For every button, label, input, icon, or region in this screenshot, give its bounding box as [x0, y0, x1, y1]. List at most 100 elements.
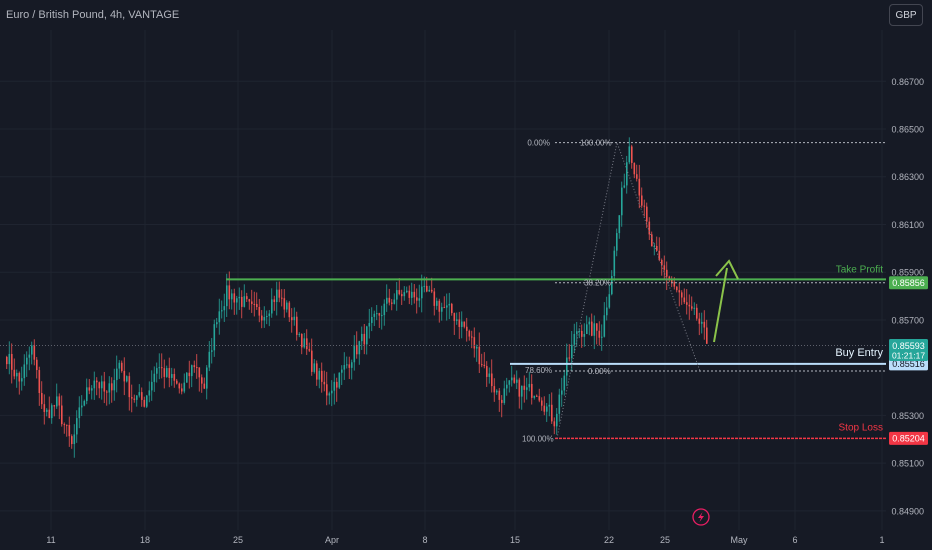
candle: [626, 155, 628, 194]
candle: [656, 236, 658, 252]
currency-button[interactable]: GBP: [889, 4, 923, 26]
candle: [153, 366, 156, 392]
candle: [61, 395, 63, 427]
candle: [151, 370, 153, 401]
candle: [643, 199, 646, 217]
candle: [373, 310, 376, 326]
candle: [331, 380, 333, 407]
time-axis[interactable]: 11 18 25 Apr 8 15 22 25 May 6 1: [46, 535, 884, 545]
candle: [126, 375, 128, 383]
candle: [393, 293, 396, 305]
buy-entry-label: Buy Entry: [835, 347, 883, 359]
candle: [333, 373, 336, 405]
candle: [456, 312, 458, 325]
candle: [561, 377, 563, 407]
candle: [506, 377, 508, 396]
y-tick-label: 0.86700: [891, 77, 924, 87]
candle: [238, 287, 241, 310]
candle: [146, 394, 148, 409]
candle: [463, 321, 466, 329]
lightning-icon[interactable]: [692, 508, 710, 526]
candle: [73, 424, 76, 458]
candle: [411, 282, 413, 306]
stop-loss-price-badge: 0.85204: [889, 431, 928, 445]
candle: [511, 365, 513, 387]
candle: [241, 290, 243, 319]
candle: [248, 298, 251, 310]
candle: [121, 360, 123, 373]
candle: [706, 319, 708, 344]
candle: [436, 297, 438, 310]
candle: [158, 353, 161, 380]
candle: [581, 324, 583, 348]
candle: [148, 381, 151, 403]
x-tick-label: Apr: [325, 535, 339, 545]
candle: [606, 296, 608, 321]
candle: [143, 396, 146, 408]
candle: [53, 404, 56, 417]
arrow-head-icon: [715, 259, 739, 280]
fib-label: 38.20%: [584, 279, 611, 288]
x-tick-label: 1: [879, 535, 884, 545]
candle: [578, 328, 581, 339]
candle: [78, 396, 81, 429]
candle: [58, 393, 61, 420]
candle: [433, 288, 436, 316]
candle: [343, 352, 346, 380]
candle: [451, 302, 453, 316]
x-tick-label: 15: [510, 535, 520, 545]
candle: [576, 321, 578, 347]
candle: [236, 295, 238, 315]
candle: [336, 377, 338, 402]
fib-label: 0.00%: [527, 139, 550, 148]
candle: [586, 315, 588, 335]
candle: [293, 307, 296, 326]
candle: [118, 360, 121, 379]
candle: [23, 354, 26, 386]
y-tick-label: 0.85300: [891, 411, 924, 421]
candle: [438, 298, 441, 323]
svg-text:01:21:17: 01:21:17: [892, 350, 925, 360]
candle: [6, 355, 8, 370]
candle: [306, 329, 308, 355]
candle: [521, 385, 523, 410]
price-axis[interactable]: 0.86700 0.86500 0.86300 0.86100 0.85900 0.857…: [891, 77, 924, 517]
x-tick-label: 11: [46, 535, 55, 545]
candle: [111, 377, 113, 403]
candle: [628, 137, 631, 165]
candle: [188, 360, 191, 389]
candle: [338, 372, 341, 390]
candle: [183, 373, 186, 394]
candle: [476, 344, 478, 362]
svg-text:0.85516: 0.85516: [892, 359, 925, 369]
candle: [106, 390, 108, 406]
candle: [348, 356, 351, 379]
candle: [496, 389, 498, 395]
candle: [383, 299, 386, 326]
candle: [256, 292, 258, 310]
candle: [688, 294, 691, 320]
take-profit-price-badge: 0.85856: [889, 276, 928, 290]
candle: [531, 374, 533, 405]
candle: [173, 368, 176, 388]
y-tick-label: 0.86300: [891, 172, 924, 182]
candle: [683, 288, 686, 305]
candle: [693, 302, 696, 316]
candle: [568, 344, 571, 362]
candle: [631, 144, 633, 169]
candle: [651, 231, 653, 247]
candle: [493, 378, 496, 402]
y-tick-label: 0.85100: [891, 459, 924, 469]
candle: [596, 323, 598, 345]
candle: [101, 375, 103, 400]
candle: [133, 394, 136, 403]
candle: [233, 288, 236, 315]
candle: [206, 365, 208, 400]
candle: [678, 282, 681, 307]
candle: [56, 383, 58, 409]
candle: [156, 362, 158, 383]
candle: [663, 255, 666, 280]
candle: [593, 315, 596, 350]
candlestick-series: [6, 137, 708, 458]
